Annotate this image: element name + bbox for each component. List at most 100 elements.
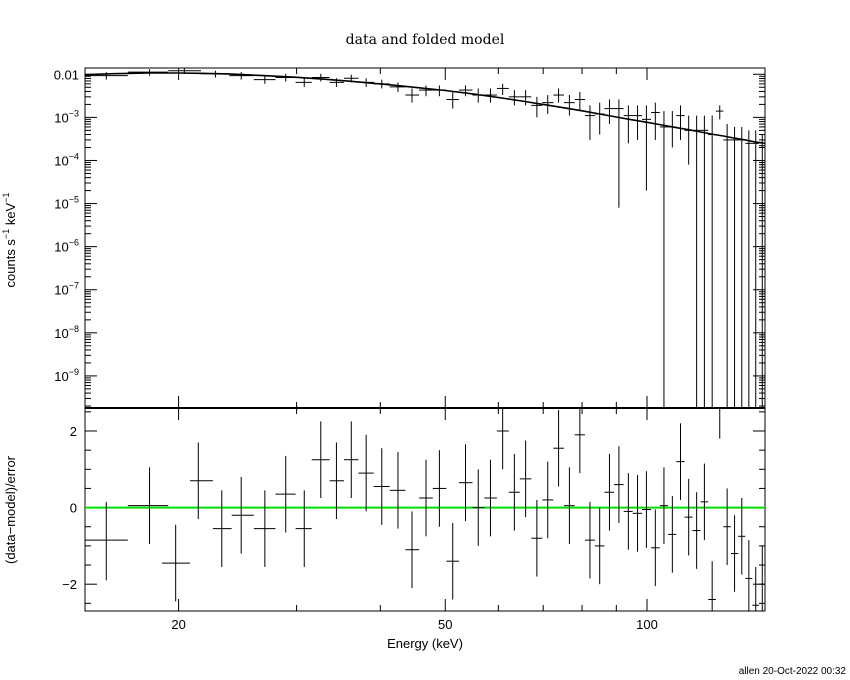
spectrum-data-point xyxy=(684,115,693,165)
spectrum-data-point xyxy=(642,105,652,191)
residual-data-point xyxy=(715,407,724,439)
residual-data-point xyxy=(659,467,669,544)
residual-data-point xyxy=(614,446,624,523)
top-ytick-label: 10−5 xyxy=(54,195,79,212)
ytick-base: 10 xyxy=(54,326,68,341)
spectrum-data-point xyxy=(519,90,532,106)
residual-data-point xyxy=(574,408,585,474)
residual-data-point xyxy=(584,501,595,579)
residual-data-point xyxy=(419,459,433,537)
spectrum-data-point xyxy=(668,111,677,148)
spectrum-data-point xyxy=(604,99,615,125)
spectrum-data-point xyxy=(623,105,633,144)
spectrum-data-point xyxy=(564,95,575,116)
residual-data-point xyxy=(676,423,685,500)
residual-data-point xyxy=(405,511,420,589)
spectrum-data-point xyxy=(496,83,509,96)
x-tick-labels: 20 50 100 xyxy=(171,617,657,632)
spectrum-data-point xyxy=(700,115,709,408)
residual-data-point xyxy=(632,475,643,552)
ytick-exponent: −3 xyxy=(69,108,79,118)
spectrum-data-point xyxy=(574,91,585,112)
residual-data-point xyxy=(684,478,693,556)
spectrum-data-point xyxy=(738,126,746,408)
residual-data-point xyxy=(519,440,532,518)
residual-data-point xyxy=(446,522,459,600)
residual-data-point xyxy=(553,409,565,487)
top-ylabel: counts s−1 keV−1 xyxy=(1,193,18,288)
residual-data-point xyxy=(275,455,296,533)
residual-data-point xyxy=(531,499,543,577)
spectrum-data-point xyxy=(594,102,605,135)
residual-data-point xyxy=(127,467,169,544)
top-axis-ticks xyxy=(85,68,765,408)
spectrum-data-point xyxy=(295,78,312,87)
chart-title: data and folded model xyxy=(346,32,505,48)
spectrum-data-point xyxy=(752,130,760,408)
residual-data-point xyxy=(484,459,497,537)
residual-data-point xyxy=(692,492,701,569)
bottom-ylabel: (data−model)/error xyxy=(3,455,18,564)
residual-points xyxy=(85,407,765,611)
spectrum-data-point xyxy=(715,105,724,120)
ytick-base: 10 xyxy=(54,240,68,255)
spectrum-data-point xyxy=(405,88,420,103)
top-ylabel-base: counts s xyxy=(3,239,18,288)
spectrum-data-point xyxy=(553,88,565,103)
residual-data-point xyxy=(85,501,128,581)
spectrum-data-point xyxy=(229,72,254,80)
bottom-axis-ticks xyxy=(85,408,765,611)
x-tick-label: 20 xyxy=(171,617,185,632)
footer-stamp: allen 20-Oct-2022 00:32 xyxy=(739,666,847,677)
residual-data-point xyxy=(389,452,406,529)
bottom-ytick-label: −2 xyxy=(62,577,77,592)
residual-data-point xyxy=(329,442,344,520)
residual-data-point xyxy=(564,467,575,544)
residual-data-point xyxy=(668,496,677,573)
top-ytick-label: 10−3 xyxy=(54,108,79,125)
spectrum-data-point xyxy=(708,115,716,408)
bottom-ytick-label: 0 xyxy=(70,501,77,516)
residual-data-point xyxy=(212,490,232,567)
spectrum-data-point xyxy=(723,124,731,408)
residual-data-point xyxy=(730,515,739,592)
residual-data-point xyxy=(311,421,330,499)
top-ytick-label: 10−9 xyxy=(54,367,79,384)
top-ylabel-sup-1: −1 xyxy=(1,229,11,239)
spectrum-data-point xyxy=(745,130,753,408)
residual-data-point xyxy=(496,408,509,470)
top-ytick-label: 0.01 xyxy=(54,67,79,82)
residual-data-point xyxy=(604,453,615,531)
residual-data-point xyxy=(594,507,605,585)
residual-data-point xyxy=(508,453,520,531)
spectrum-data-point xyxy=(531,96,543,118)
top-ylabel-mid: keV xyxy=(3,202,18,228)
residual-data-point xyxy=(542,461,554,539)
spectrum-data-point xyxy=(446,91,459,109)
spectrum-data-point xyxy=(584,105,595,140)
ytick-exponent: −6 xyxy=(69,238,79,248)
spectrum-data-point xyxy=(692,115,701,408)
spectrum-data-point xyxy=(730,126,739,408)
top-ytick-label: 10−7 xyxy=(54,281,79,298)
spectrum-data-point xyxy=(419,85,433,97)
residual-data-point xyxy=(231,476,254,554)
spectrum-data-point xyxy=(676,105,685,140)
x-axis-label: Energy (keV) xyxy=(387,636,463,651)
residual-data-point xyxy=(708,561,716,611)
ytick-exponent: −5 xyxy=(69,195,79,205)
top-ytick-label: 10−6 xyxy=(54,238,79,255)
ytick-exponent: −8 xyxy=(69,324,79,334)
spectrum-data-point xyxy=(389,82,406,92)
residual-data-point xyxy=(723,488,731,566)
spectrum-data-point xyxy=(311,73,330,82)
residual-data-point xyxy=(162,524,191,602)
ytick-exponent: −7 xyxy=(69,281,79,291)
top-ylabel-sup-2: −1 xyxy=(1,193,11,203)
top-ytick-label: 10−8 xyxy=(54,324,79,341)
residual-data-point xyxy=(458,444,473,521)
residual-data-point xyxy=(738,498,746,575)
spectrum-data-point xyxy=(632,105,643,140)
